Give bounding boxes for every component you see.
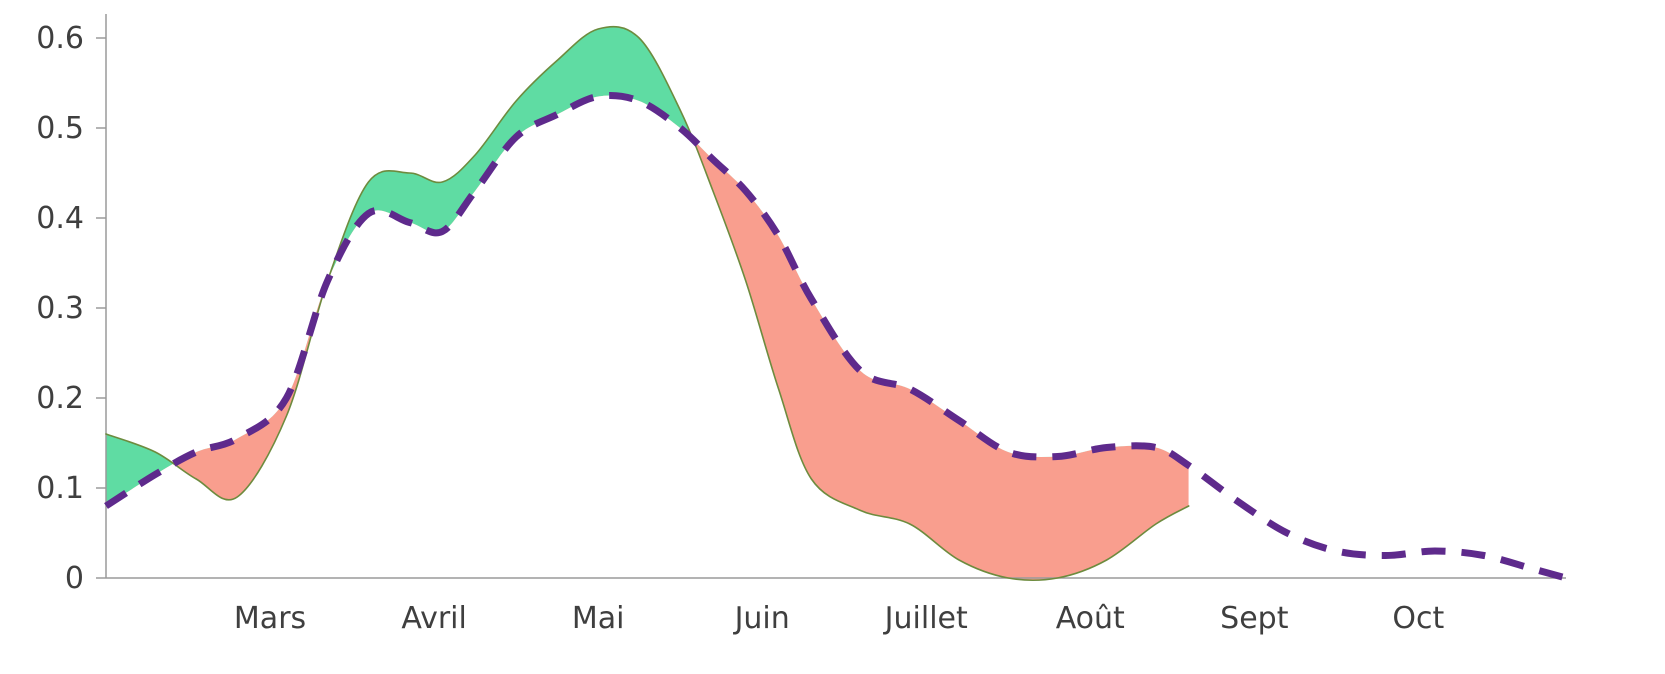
x-tick-label: Oct — [1392, 601, 1444, 636]
x-tick-label: Avril — [401, 601, 467, 636]
series-baseline-dashed-line — [104, 92, 1567, 582]
y-tick-label: 0.2 — [36, 381, 84, 416]
series-lines — [104, 25, 1567, 582]
y-tick-label: 0.6 — [36, 21, 84, 56]
y-tick-label: 0.5 — [36, 111, 84, 146]
difference-fills — [106, 26, 1189, 581]
tick-labels: 0 0.1 0.2 0.3 0.4 0.5 0.6 Mars Avril Mai Juin Juill… — [36, 21, 1444, 636]
y-tick-label: 0.1 — [36, 471, 84, 506]
below-baseline-fill — [106, 95, 1189, 581]
x-tick-label: Sept — [1220, 601, 1289, 636]
y-tick-label: 0 — [65, 561, 84, 596]
x-tick-label: Juin — [733, 601, 790, 636]
x-tick-label: Mai — [572, 601, 625, 636]
x-tick-label: Août — [1056, 601, 1125, 636]
series-actual-line — [105, 25, 1190, 582]
y-tick-label: 0.4 — [36, 201, 84, 236]
axes — [96, 14, 1566, 579]
x-tick-label: Juillet — [883, 601, 968, 636]
x-tick-label: Mars — [234, 601, 306, 636]
y-tick-label: 0.3 — [36, 291, 84, 326]
